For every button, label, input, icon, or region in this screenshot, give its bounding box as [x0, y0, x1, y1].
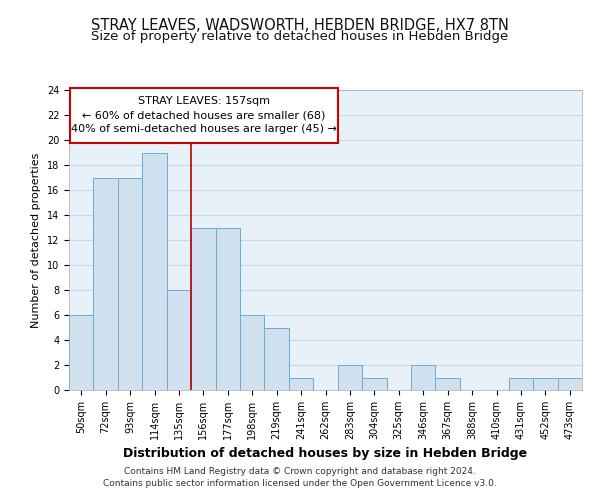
Bar: [533, 378, 557, 390]
Bar: [118, 178, 142, 390]
Bar: [362, 378, 386, 390]
Bar: [240, 315, 265, 390]
Text: STRAY LEAVES, WADSWORTH, HEBDEN BRIDGE, HX7 8TN: STRAY LEAVES, WADSWORTH, HEBDEN BRIDGE, …: [91, 18, 509, 32]
Text: STRAY LEAVES: 157sqm
← 60% of detached houses are smaller (68)
40% of semi-detac: STRAY LEAVES: 157sqm ← 60% of detached h…: [71, 96, 337, 134]
Bar: [436, 378, 460, 390]
Bar: [191, 228, 215, 390]
Bar: [338, 365, 362, 390]
FancyBboxPatch shape: [70, 88, 338, 142]
Bar: [167, 290, 191, 390]
Y-axis label: Number of detached properties: Number of detached properties: [31, 152, 41, 328]
X-axis label: Distribution of detached houses by size in Hebden Bridge: Distribution of detached houses by size …: [124, 448, 527, 460]
Bar: [215, 228, 240, 390]
Bar: [69, 315, 94, 390]
Bar: [509, 378, 533, 390]
Bar: [265, 328, 289, 390]
Bar: [289, 378, 313, 390]
Bar: [94, 178, 118, 390]
Bar: [142, 152, 167, 390]
Bar: [557, 378, 582, 390]
Text: Size of property relative to detached houses in Hebden Bridge: Size of property relative to detached ho…: [91, 30, 509, 43]
Text: Contains HM Land Registry data © Crown copyright and database right 2024.
Contai: Contains HM Land Registry data © Crown c…: [103, 466, 497, 487]
Bar: [411, 365, 436, 390]
